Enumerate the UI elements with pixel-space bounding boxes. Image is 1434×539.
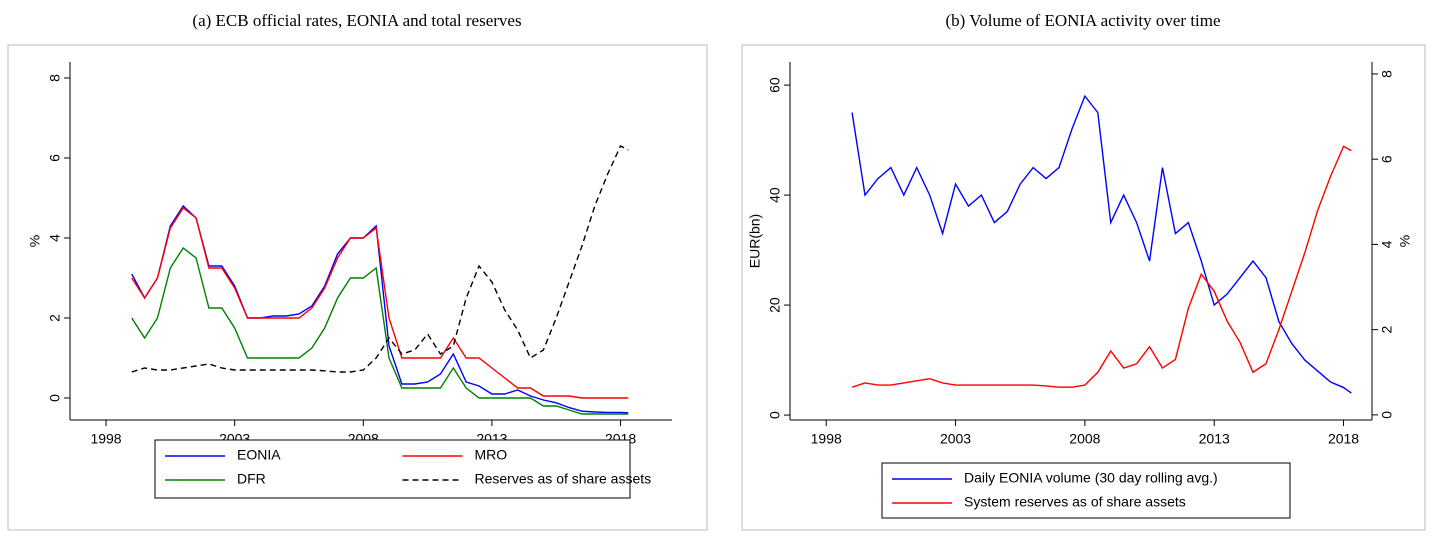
x-tick-label: 2013 bbox=[1199, 431, 1230, 447]
series-line bbox=[131, 204, 629, 414]
y2-tick-label: 4 bbox=[1379, 240, 1395, 248]
y2-tick-label: 6 bbox=[1379, 155, 1395, 163]
y-tick-label: 6 bbox=[47, 154, 63, 162]
legend-label: Reserves as of share assets bbox=[475, 471, 652, 487]
y-axis-label: EUR(bn) bbox=[747, 214, 763, 268]
legend-label: DFR bbox=[237, 471, 266, 487]
legend-frame bbox=[881, 462, 1291, 519]
y-tick-label: 4 bbox=[47, 234, 63, 242]
y-axis-label: % bbox=[27, 235, 43, 247]
legend-label: System reserves as of share assets bbox=[964, 494, 1186, 510]
legend-label: MRO bbox=[475, 447, 508, 463]
series-line bbox=[131, 206, 629, 399]
series-line bbox=[851, 145, 1352, 388]
y-tick-label: 60 bbox=[767, 77, 783, 93]
panel-frame bbox=[741, 44, 1426, 531]
legend-frame bbox=[154, 439, 631, 499]
series-line bbox=[131, 246, 629, 415]
x-tick-label: 2008 bbox=[1069, 431, 1100, 447]
legend-label: EONIA bbox=[237, 447, 281, 463]
series-line bbox=[851, 94, 1352, 394]
x-tick-label: 2003 bbox=[940, 431, 971, 447]
legend-label: Daily EONIA volume (30 day rolling avg.) bbox=[964, 470, 1218, 486]
panel-frame bbox=[7, 44, 708, 531]
x-tick-label: 1998 bbox=[811, 431, 842, 447]
y2-tick-label: 8 bbox=[1379, 70, 1395, 78]
y-tick-label: 40 bbox=[767, 187, 783, 203]
y-tick-label: 8 bbox=[47, 74, 63, 82]
chart-title: (b) Volume of EONIA activity over time bbox=[945, 11, 1220, 30]
y2-axis-label: % bbox=[1397, 235, 1413, 247]
chart-title: (a) ECB official rates, EONIA and total … bbox=[192, 11, 521, 30]
y-tick-label: 2 bbox=[47, 314, 63, 322]
y-tick-label: 0 bbox=[47, 394, 63, 402]
y2-tick-label: 0 bbox=[1379, 411, 1395, 419]
series-line bbox=[131, 145, 629, 373]
y-tick-label: 20 bbox=[767, 297, 783, 313]
x-tick-label: 2018 bbox=[1328, 431, 1359, 447]
y2-tick-label: 2 bbox=[1379, 326, 1395, 334]
y-tick-label: 0 bbox=[767, 411, 783, 419]
x-tick-label: 1998 bbox=[90, 431, 121, 447]
